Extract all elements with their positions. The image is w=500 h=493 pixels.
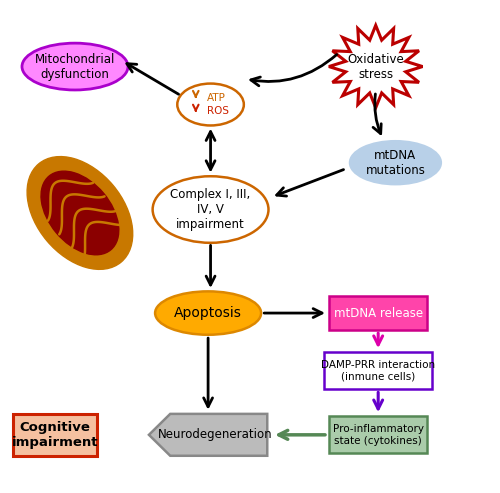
Ellipse shape (152, 176, 268, 243)
Ellipse shape (41, 171, 119, 255)
Ellipse shape (350, 141, 441, 184)
Text: Complex I, III,
IV, V
impairment: Complex I, III, IV, V impairment (170, 188, 250, 231)
Text: Mitochondrial
dysfunction: Mitochondrial dysfunction (35, 53, 115, 80)
Text: DAMP-PRR interaction
(inmune cells): DAMP-PRR interaction (inmune cells) (321, 360, 435, 382)
Ellipse shape (155, 291, 261, 335)
Text: Apoptosis: Apoptosis (174, 306, 242, 320)
FancyBboxPatch shape (324, 352, 432, 389)
Text: Oxidative
stress: Oxidative stress (348, 53, 404, 80)
Ellipse shape (27, 157, 132, 269)
FancyBboxPatch shape (329, 416, 428, 454)
Ellipse shape (22, 43, 128, 90)
Text: mtDNA
mutations: mtDNA mutations (366, 149, 426, 176)
Text: Cognitive
impairment: Cognitive impairment (12, 421, 99, 449)
Text: Neurodegeneration: Neurodegeneration (158, 428, 273, 441)
Text: mtDNA release: mtDNA release (334, 307, 422, 319)
Ellipse shape (178, 83, 244, 125)
Text: ATP: ATP (206, 93, 226, 103)
Polygon shape (329, 25, 422, 108)
Text: Pro-inflammatory
state (cytokines): Pro-inflammatory state (cytokines) (332, 424, 424, 446)
FancyBboxPatch shape (329, 296, 428, 330)
FancyBboxPatch shape (14, 414, 97, 456)
Polygon shape (149, 414, 268, 456)
Text: ROS: ROS (206, 106, 229, 116)
